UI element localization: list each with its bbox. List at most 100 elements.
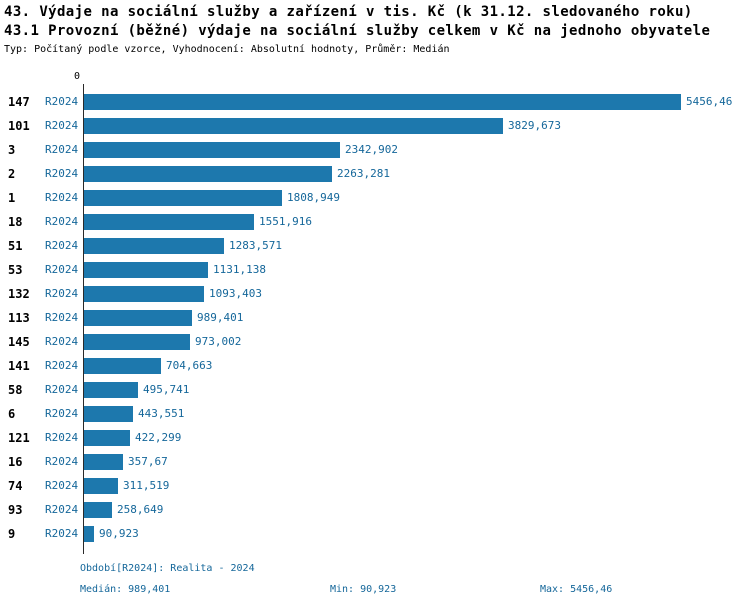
bar-row: 18 R2024 1551,916 bbox=[0, 210, 750, 234]
bar-row: 1 R2024 1808,949 bbox=[0, 186, 750, 210]
category-label: 16 bbox=[8, 455, 23, 469]
category-label: 6 bbox=[8, 407, 16, 421]
value-label: 3829,673 bbox=[508, 119, 561, 132]
bar bbox=[84, 478, 118, 494]
footer-period-label: Období[R2024]: Realita - 2024 bbox=[80, 563, 255, 574]
series-label: R2024 bbox=[45, 191, 79, 204]
category-label: 9 bbox=[8, 527, 16, 541]
chart-title-line1: 43. Výdaje na sociální služby a zařízení… bbox=[4, 4, 693, 20]
series-label: R2024 bbox=[45, 287, 79, 300]
bar bbox=[84, 166, 332, 182]
value-label: 1283,571 bbox=[229, 239, 282, 252]
bar bbox=[84, 334, 190, 350]
bar-row: 51 R2024 1283,571 bbox=[0, 234, 750, 258]
series-label: R2024 bbox=[45, 431, 79, 444]
series-label: R2024 bbox=[45, 143, 79, 156]
bar-row: 58 R2024 495,741 bbox=[0, 378, 750, 402]
bar-chart: 147 R2024 5456,46 101 R2024 3829,673 3 R2024 234… bbox=[0, 90, 750, 546]
value-label: 2263,281 bbox=[337, 167, 390, 180]
series-label: R2024 bbox=[45, 383, 79, 396]
bar-row: 113 R2024 989,401 bbox=[0, 306, 750, 330]
bar bbox=[84, 310, 192, 326]
bar-row: 132 R2024 1093,403 bbox=[0, 282, 750, 306]
value-label: 495,741 bbox=[143, 383, 190, 396]
series-label: R2024 bbox=[45, 455, 79, 468]
value-label: 258,649 bbox=[117, 503, 164, 516]
bar bbox=[84, 118, 503, 134]
bar-row: 3 R2024 2342,902 bbox=[0, 138, 750, 162]
bar-row: 145 R2024 973,002 bbox=[0, 330, 750, 354]
value-label: 704,663 bbox=[166, 359, 213, 372]
x-axis-zero-tick-label: 0 bbox=[74, 71, 81, 82]
category-label: 147 bbox=[8, 95, 30, 109]
value-label: 311,519 bbox=[123, 479, 170, 492]
series-label: R2024 bbox=[45, 335, 79, 348]
value-label: 989,401 bbox=[197, 311, 244, 324]
value-label: 1808,949 bbox=[287, 191, 340, 204]
bar-row: 9 R2024 90,923 bbox=[0, 522, 750, 546]
category-label: 101 bbox=[8, 119, 30, 133]
bar bbox=[84, 454, 123, 470]
series-label: R2024 bbox=[45, 239, 79, 252]
category-label: 51 bbox=[8, 239, 23, 253]
series-label: R2024 bbox=[45, 215, 79, 228]
bar bbox=[84, 526, 94, 542]
category-label: 93 bbox=[8, 503, 23, 517]
bar bbox=[84, 142, 340, 158]
category-label: 53 bbox=[8, 263, 23, 277]
series-label: R2024 bbox=[45, 119, 79, 132]
series-label: R2024 bbox=[45, 95, 79, 108]
series-label: R2024 bbox=[45, 167, 79, 180]
category-label: 1 bbox=[8, 191, 16, 205]
category-label: 74 bbox=[8, 479, 23, 493]
bar-row: 6 R2024 443,551 bbox=[0, 402, 750, 426]
value-label: 1093,403 bbox=[209, 287, 262, 300]
category-label: 145 bbox=[8, 335, 30, 349]
chart-subtitle: Typ: Počítaný podle vzorce, Vyhodnocení:… bbox=[4, 44, 450, 55]
bar-row: 74 R2024 311,519 bbox=[0, 474, 750, 498]
footer-min-label: Min: 90,923 bbox=[330, 584, 397, 595]
bar bbox=[84, 358, 161, 374]
footer-max-label: Max: 5456,46 bbox=[540, 584, 613, 595]
category-label: 18 bbox=[8, 215, 23, 229]
bar bbox=[84, 262, 208, 278]
category-label: 58 bbox=[8, 383, 23, 397]
value-label: 2342,902 bbox=[345, 143, 398, 156]
bar-row: 147 R2024 5456,46 bbox=[0, 90, 750, 114]
series-label: R2024 bbox=[45, 527, 79, 540]
series-label: R2024 bbox=[45, 503, 79, 516]
value-label: 443,551 bbox=[138, 407, 185, 420]
y-axis-line bbox=[83, 84, 84, 554]
value-label: 1551,916 bbox=[259, 215, 312, 228]
footer-median-label: Medián: 989,401 bbox=[80, 584, 171, 595]
value-label: 1131,138 bbox=[213, 263, 266, 276]
bar-row: 53 R2024 1131,138 bbox=[0, 258, 750, 282]
category-label: 132 bbox=[8, 287, 30, 301]
bar bbox=[84, 406, 133, 422]
value-label: 422,299 bbox=[135, 431, 182, 444]
series-label: R2024 bbox=[45, 479, 79, 492]
value-label: 357,67 bbox=[128, 455, 168, 468]
bar bbox=[84, 430, 130, 446]
bar-row: 2 R2024 2263,281 bbox=[0, 162, 750, 186]
series-label: R2024 bbox=[45, 263, 79, 276]
bar-row: 93 R2024 258,649 bbox=[0, 498, 750, 522]
category-label: 113 bbox=[8, 311, 30, 325]
series-label: R2024 bbox=[45, 407, 79, 420]
category-label: 121 bbox=[8, 431, 30, 445]
bar-row: 16 R2024 357,67 bbox=[0, 450, 750, 474]
bar-row: 121 R2024 422,299 bbox=[0, 426, 750, 450]
bar bbox=[84, 286, 204, 302]
category-label: 141 bbox=[8, 359, 30, 373]
bar bbox=[84, 238, 224, 254]
category-label: 2 bbox=[8, 167, 16, 181]
series-label: R2024 bbox=[45, 359, 79, 372]
bar-row: 101 R2024 3829,673 bbox=[0, 114, 750, 138]
chart-title-line2: 43.1 Provozní (běžné) výdaje na sociální… bbox=[4, 23, 711, 39]
value-label: 90,923 bbox=[99, 527, 139, 540]
value-label: 973,002 bbox=[195, 335, 242, 348]
category-label: 3 bbox=[8, 143, 16, 157]
bar bbox=[84, 214, 254, 230]
bar bbox=[84, 190, 282, 206]
